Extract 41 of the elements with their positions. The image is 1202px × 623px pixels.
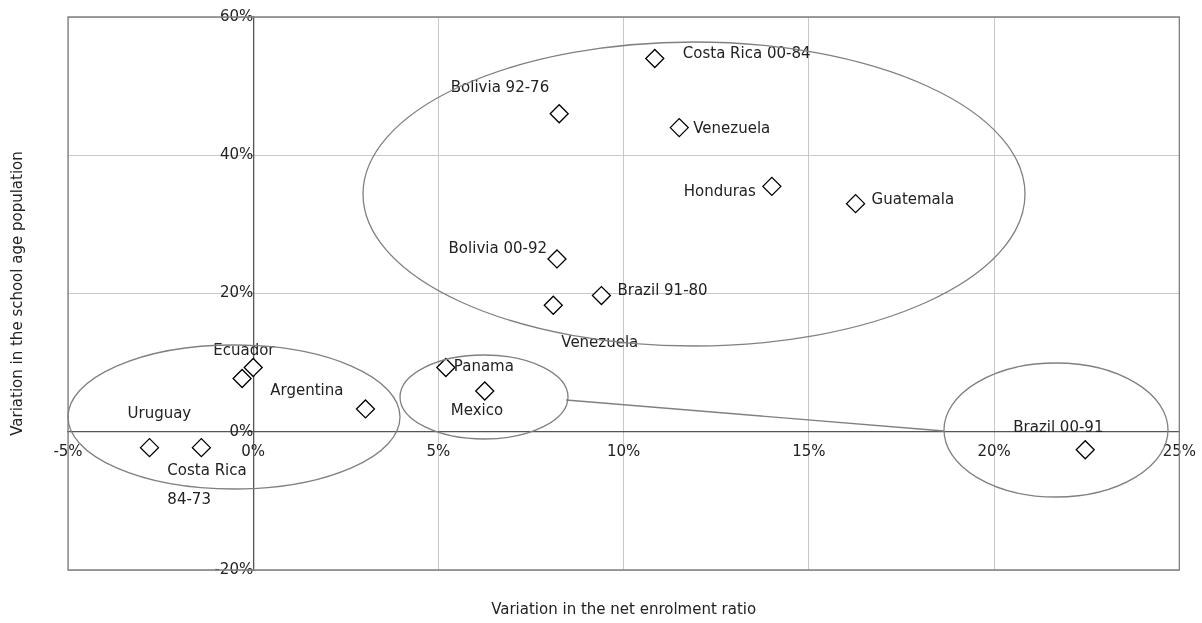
x-tick-label: 20% <box>977 441 1011 460</box>
y-tick-label: -20% <box>214 559 254 578</box>
y-tick-label: 40% <box>219 145 254 164</box>
point <box>549 104 569 124</box>
point <box>543 295 563 315</box>
annotation: Honduras <box>683 182 757 201</box>
point <box>243 357 263 378</box>
x-tick-label: -5% <box>53 441 83 460</box>
point <box>591 285 612 306</box>
x-tick-label: 10% <box>606 441 641 460</box>
y-tick-label: 60% <box>219 6 254 25</box>
point <box>645 48 665 69</box>
annotation: Costa Rica 84-73 <box>167 460 247 508</box>
annotation: Panama <box>453 357 514 376</box>
point <box>1075 440 1095 460</box>
point <box>191 438 212 458</box>
annotation: Guatemala <box>871 189 955 208</box>
annotation: Bolivia 00-92 <box>448 238 547 257</box>
annotation: Venezuela <box>561 333 639 352</box>
point <box>669 117 689 138</box>
y-axis-title: Variation in the school age population <box>7 151 26 436</box>
annotation: Brazil 91-80 <box>617 281 708 300</box>
point <box>475 381 495 401</box>
annotation: Argentina <box>270 380 344 399</box>
point <box>232 368 252 389</box>
annotation: Uruguay <box>127 403 192 422</box>
annotation: Bolivia 92-76 <box>450 77 550 96</box>
x-tick-label: 15% <box>792 441 826 460</box>
annotation: Venezuela <box>693 119 771 138</box>
point <box>139 438 160 458</box>
annotation: Brazil 00-91 <box>1013 417 1104 436</box>
point <box>762 176 782 197</box>
annotation: Mexico <box>450 400 504 419</box>
point <box>845 193 866 214</box>
point <box>547 249 567 269</box>
annotation: Costa Rica 00-84 <box>682 44 811 63</box>
x-axis-title: Variation in the net enrolment ratio <box>491 599 757 618</box>
point <box>436 357 456 378</box>
point <box>355 399 376 419</box>
y-tick-label: 20% <box>219 283 254 302</box>
x-tick-label: 5% <box>426 441 451 460</box>
